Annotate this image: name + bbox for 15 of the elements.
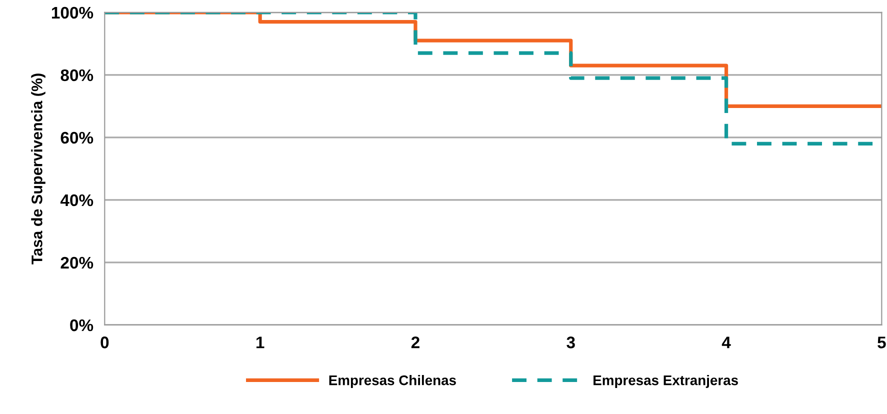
y-tick-label: 80% xyxy=(60,69,94,82)
y-tick-label: 20% xyxy=(60,256,94,269)
x-tick-label: 2 xyxy=(411,336,420,348)
y-axis-title: Tasa de Supervivencia (%) xyxy=(31,74,46,264)
y-tick-label: 100% xyxy=(52,6,94,19)
y-tick-label: 60% xyxy=(60,132,94,144)
legend-label: Empresas Extranjeras xyxy=(594,375,738,388)
legend-label: Empresas Chilenas xyxy=(329,375,456,388)
x-tick-label: 4 xyxy=(722,336,731,348)
x-tick-label: 1 xyxy=(256,336,264,348)
x-tick-label: 0 xyxy=(100,336,109,348)
y-tick-label: 40% xyxy=(60,194,94,206)
x-tick-label: 3 xyxy=(566,336,575,348)
x-tick-label: 5 xyxy=(878,336,886,348)
y-tick-label: 0% xyxy=(70,319,94,332)
